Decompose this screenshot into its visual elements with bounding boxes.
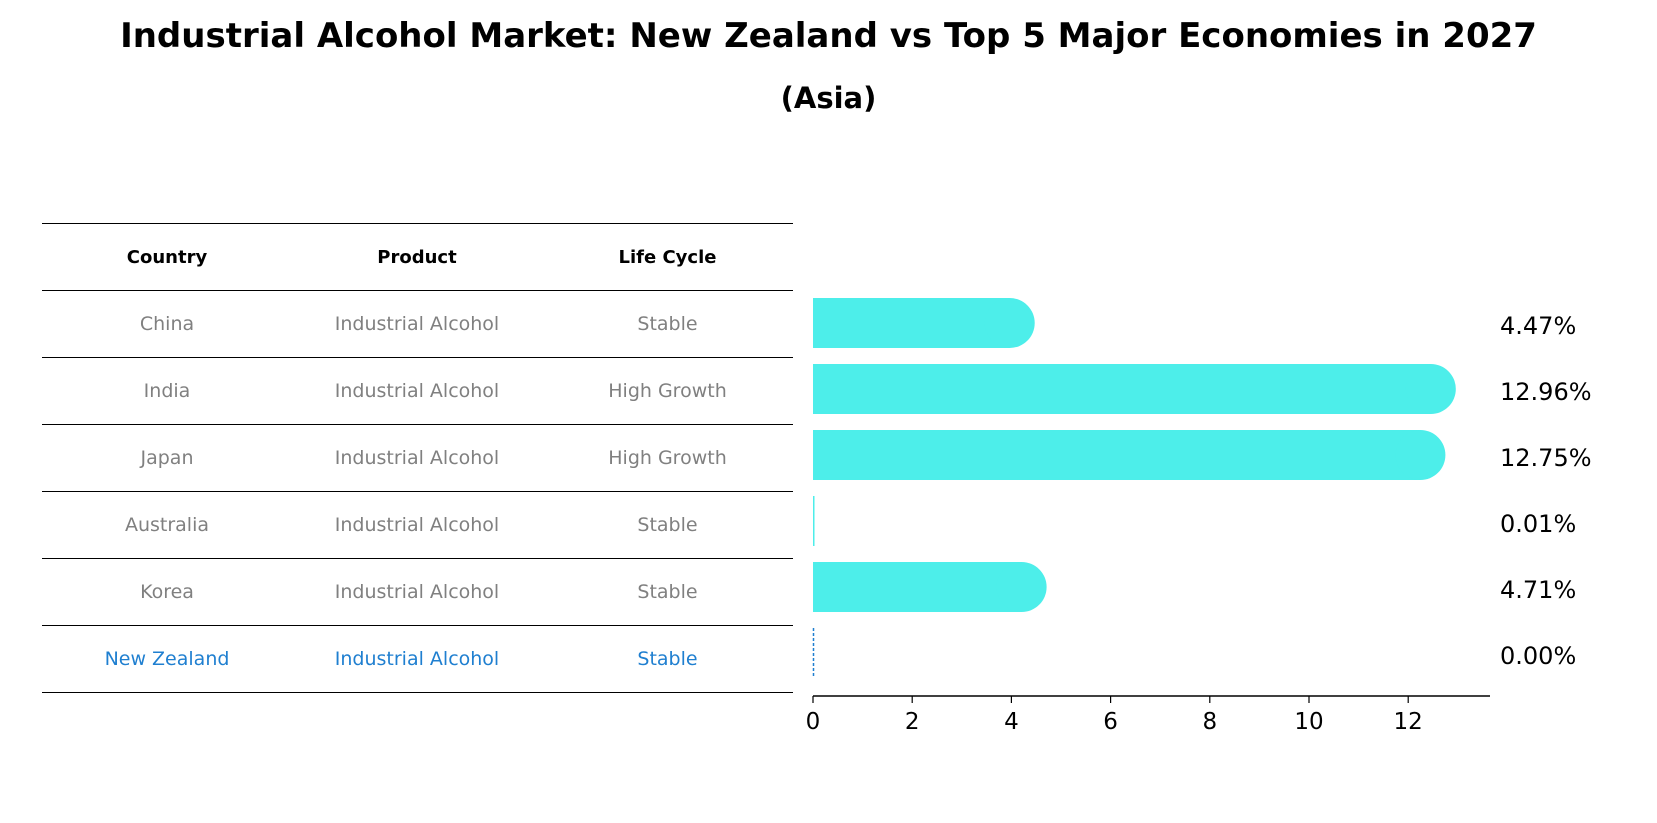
value-label: 12.75%: [1500, 444, 1592, 472]
cell-product: Industrial Alcohol: [334, 447, 500, 469]
bar-cap: [984, 298, 1035, 348]
bar: [813, 364, 1456, 414]
cell-life-cycle: Stable: [637, 313, 698, 335]
bar-cap: [996, 562, 1047, 612]
bar-body: [813, 364, 1431, 414]
data-table: Country Product Life Cycle China Industr…: [42, 223, 793, 693]
value-label: 4.71%: [1500, 576, 1576, 604]
value-label: 12.96%: [1500, 378, 1592, 406]
cell-life-cycle: High Growth: [608, 380, 727, 402]
cell-product: Industrial Alcohol: [334, 380, 500, 402]
x-tick-label: 8: [1202, 709, 1217, 735]
cell-life-cycle: Stable: [637, 581, 698, 603]
header-life-cycle: Life Cycle: [618, 246, 717, 268]
x-tick-label: 2: [905, 709, 920, 735]
cell-life-cycle: Stable: [637, 648, 698, 670]
chart-title: Industrial Alcohol Market: New Zealand v…: [120, 16, 1537, 56]
value-label: 0.00%: [1500, 642, 1576, 670]
bar-body: [813, 430, 1421, 480]
cell-country: Korea: [140, 581, 194, 603]
value-label: 4.47%: [1500, 312, 1576, 340]
x-tick-label: 6: [1103, 709, 1118, 735]
header-product: Product: [377, 246, 457, 268]
bar: [813, 298, 1035, 348]
table-row: Australia Industrial Alcohol Stable: [42, 491, 793, 558]
x-tick-label: 12: [1394, 709, 1423, 735]
cell-product: Industrial Alcohol: [334, 514, 500, 536]
bar-body: [813, 298, 1010, 348]
table-header-row: Country Product Life Cycle: [42, 223, 793, 290]
chart-subtitle: (Asia): [780, 81, 877, 115]
table-row: India Industrial Alcohol High Growth: [42, 357, 793, 424]
bar-body: [813, 562, 1022, 612]
table-row: China Industrial Alcohol Stable: [42, 290, 793, 357]
x-tick-label: 0: [806, 709, 821, 735]
bar-cap: [1405, 364, 1456, 414]
cell-life-cycle: High Growth: [608, 447, 727, 469]
cell-country: China: [139, 313, 195, 335]
bar-body: [813, 496, 815, 546]
bar: [813, 496, 815, 546]
bar: [813, 430, 1446, 480]
cell-country: Japan: [140, 447, 194, 469]
cell-country: Australia: [124, 514, 210, 536]
cell-country: India: [143, 380, 191, 402]
bar: [813, 562, 1047, 612]
x-tick-label: 10: [1294, 709, 1323, 735]
table-row: Korea Industrial Alcohol Stable: [42, 558, 793, 625]
cell-product: Industrial Alcohol: [334, 313, 500, 335]
cell-country: New Zealand: [104, 648, 230, 670]
table-row: Japan Industrial Alcohol High Growth: [42, 424, 793, 491]
cell-product: Industrial Alcohol: [334, 648, 500, 670]
value-label: 0.01%: [1500, 510, 1576, 538]
x-tick-label: 4: [1004, 709, 1019, 735]
bar-cap: [1395, 430, 1446, 480]
table-row-highlighted: New Zealand Industrial Alcohol Stable: [42, 625, 793, 693]
cell-product: Industrial Alcohol: [334, 581, 500, 603]
header-country: Country: [126, 246, 208, 268]
cell-life-cycle: Stable: [637, 514, 698, 536]
